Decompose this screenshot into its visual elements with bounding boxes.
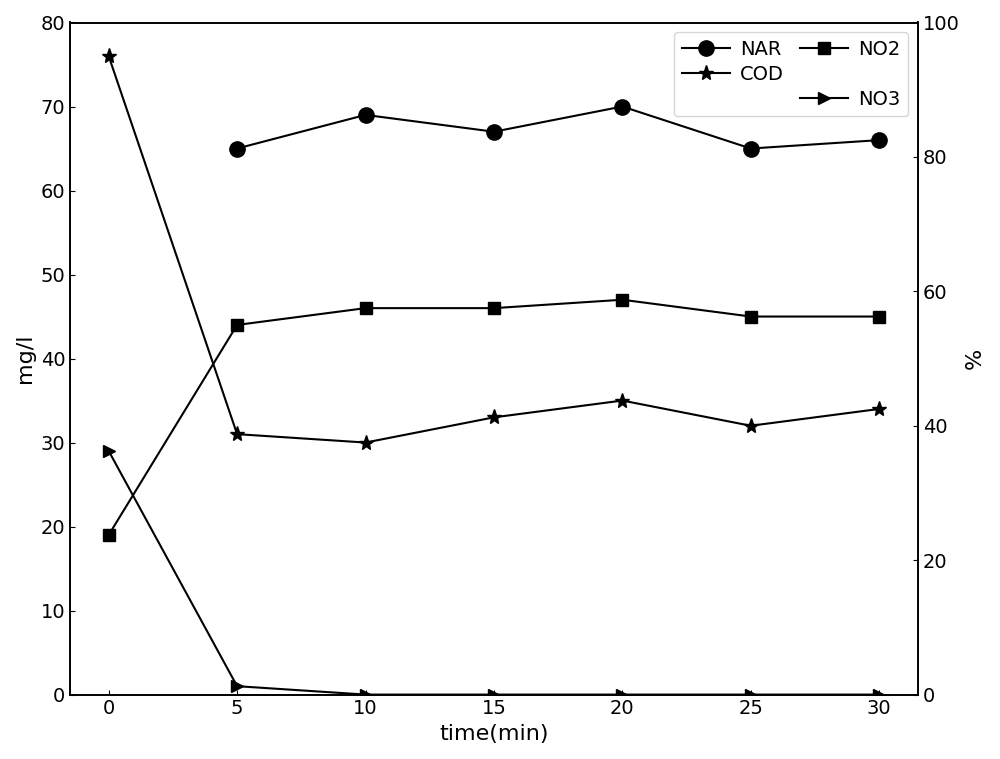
NO3 <box>745 690 757 699</box>
NO2 <box>488 304 500 313</box>
NO2 <box>360 304 372 313</box>
Line: NAR: NAR <box>229 99 887 156</box>
NO3 <box>616 690 628 699</box>
NO2 <box>231 320 243 329</box>
NO2 <box>616 295 628 304</box>
NAR <box>616 102 628 111</box>
NAR <box>488 128 500 137</box>
NO2 <box>873 312 885 321</box>
NO2 <box>103 531 115 540</box>
COD <box>103 52 115 61</box>
X-axis label: time(min): time(min) <box>439 724 549 744</box>
Y-axis label: %: % <box>965 348 985 369</box>
COD <box>360 438 372 447</box>
NO3 <box>103 446 115 455</box>
Line: NO3: NO3 <box>102 445 885 701</box>
NO2 <box>745 312 757 321</box>
NO3 <box>360 690 372 699</box>
Legend: NAR, COD, , NO2, , NO3: NAR, COD, , NO2, , NO3 <box>674 32 908 116</box>
NAR <box>231 144 243 153</box>
COD <box>745 421 757 430</box>
COD <box>616 396 628 405</box>
COD <box>231 430 243 439</box>
Y-axis label: mg/l: mg/l <box>15 334 35 383</box>
COD <box>488 413 500 422</box>
NO3 <box>231 682 243 691</box>
COD <box>873 405 885 414</box>
NAR <box>745 144 757 153</box>
NAR <box>360 110 372 119</box>
NO3 <box>488 690 500 699</box>
Line: NO2: NO2 <box>102 294 885 541</box>
NAR <box>873 136 885 145</box>
NO3 <box>873 690 885 699</box>
Line: COD: COD <box>101 49 887 450</box>
